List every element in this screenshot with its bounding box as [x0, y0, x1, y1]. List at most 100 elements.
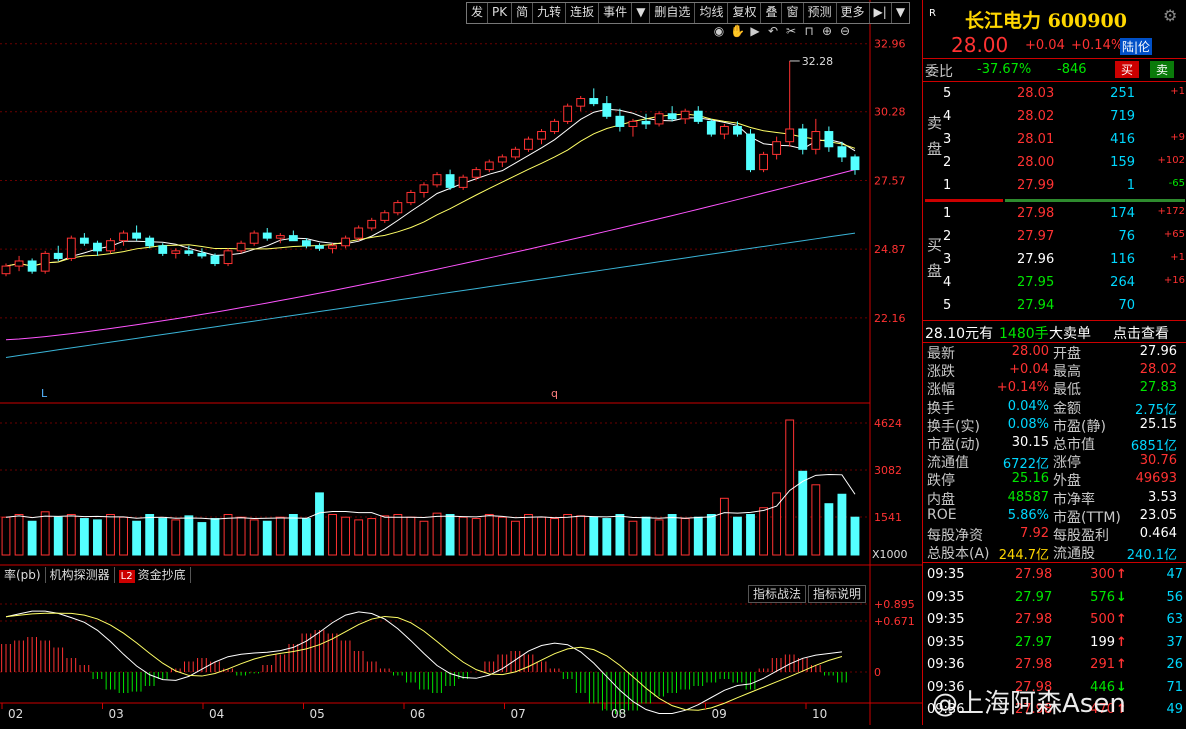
indicator-help-button[interactable]: 指标说明 — [808, 585, 867, 603]
ask-level-row[interactable]: 2 28.00 159 +102 — [943, 152, 1186, 175]
candle-body — [223, 250, 233, 265]
toolbar-item-14[interactable]: ▶| — [870, 3, 892, 23]
bid-level-row[interactable]: 1 27.98 174 +172 — [943, 203, 1186, 226]
toolbar-item-6[interactable]: ▼ — [632, 3, 651, 23]
candle-body — [484, 161, 494, 171]
volume-bar — [406, 516, 416, 556]
ask-volume: 1 — [1126, 178, 1135, 193]
candle-body — [497, 156, 507, 163]
candle-body — [301, 240, 311, 247]
ask-price: 28.02 — [1017, 109, 1055, 124]
toolbar-item-9[interactable]: 复权 — [728, 3, 762, 23]
mark-label: q — [551, 387, 558, 400]
ask-level-row[interactable]: 3 28.01 416 +9 — [943, 129, 1186, 152]
quote-value: 23.05 — [1139, 507, 1177, 523]
toolbar-item-15[interactable]: ▼ — [895, 5, 906, 19]
tab-institution-detector[interactable]: 机构探测器 — [46, 567, 115, 583]
volume-bar — [79, 518, 89, 556]
tick-direction-icon: ↑ — [1116, 702, 1127, 717]
volume-bar — [537, 516, 546, 556]
candle-body — [667, 113, 677, 120]
toolbar-item-10[interactable]: 叠 — [761, 3, 783, 23]
price-change: +0.04 — [1025, 38, 1065, 53]
tick-volume: 470 — [1090, 702, 1115, 717]
candle-body — [249, 232, 259, 244]
volume-bar — [458, 516, 468, 556]
view-details-link[interactable]: 点击查看 — [1113, 326, 1169, 342]
toolbar-item-11[interactable]: 窗 — [782, 3, 804, 23]
tick-count: 71 — [1166, 679, 1183, 695]
toolbar-item-7[interactable]: 删自选 — [650, 3, 696, 23]
toolbar-item-3[interactable]: 九转 — [533, 3, 567, 23]
ask-level-row[interactable]: 5 28.03 251 +1 — [943, 83, 1186, 106]
ask-level-row[interactable]: 1 27.99 1 -65 — [943, 175, 1186, 198]
zoom-in-icon[interactable]: ⊕ — [821, 24, 833, 38]
candle-body — [706, 120, 716, 135]
bid-level: 1 — [943, 206, 952, 221]
sell-side-label: 卖盘 — [927, 114, 943, 158]
mark-label: L — [41, 387, 48, 400]
volume-bar — [184, 515, 194, 556]
tick-price: 27.98 — [1015, 612, 1053, 627]
bid-level-row[interactable]: 2 27.97 76 +65 — [943, 226, 1186, 249]
lock-icon[interactable]: ⊓ — [804, 24, 814, 38]
tab-pb[interactable]: 率(pb) — [0, 567, 46, 583]
volume-bar — [680, 518, 690, 556]
candle-body — [628, 120, 638, 127]
quote-label: 流通股 — [1053, 546, 1095, 563]
buy-button[interactable]: 买 — [1115, 61, 1140, 78]
quote-row: 总股本(A) 244.7亿 流通股 240.1亿 — [923, 543, 1186, 565]
kline-chart[interactable]: 32.96 30.28 27.57 24.87 22.16 32.28 L q 4624 3082… — [0, 0, 922, 725]
hand-icon[interactable]: ✋ — [730, 24, 745, 38]
volume-bar — [484, 514, 494, 556]
candle-body — [850, 156, 860, 171]
price-tick-label: 22.16 — [874, 312, 906, 325]
quote-label: 换手 — [927, 400, 955, 417]
connect-tag[interactable]: 陆|伦 — [1120, 38, 1153, 55]
toolbar-item-0[interactable]: 发 — [467, 3, 489, 23]
candle-body — [236, 242, 246, 252]
toolbar-item-4[interactable]: 连扳 — [566, 3, 600, 23]
tab-capital-bottom[interactable]: L2 资金抄底 — [115, 567, 191, 583]
tick-count: 49 — [1166, 702, 1183, 717]
tab-capital-bottom-label: 资金抄底 — [137, 568, 186, 582]
toolbar-item-8[interactable]: 均线 — [695, 3, 729, 23]
bid-price: 27.98 — [1017, 206, 1055, 221]
bid-level-row[interactable]: 5 27.94 70 — [943, 295, 1186, 318]
candle-body — [171, 250, 181, 254]
toolbar-item-12[interactable]: 预测 — [804, 3, 837, 23]
macd-tick-label: 0 — [874, 666, 881, 679]
scissors-icon[interactable]: ✂ — [785, 24, 797, 38]
toolbar-item-2[interactable]: 简 — [512, 3, 534, 23]
bid-change: +16 — [1163, 275, 1185, 286]
bid-level: 2 — [943, 229, 952, 244]
undo-icon[interactable]: ↶ — [767, 24, 779, 38]
volume-bar — [275, 516, 285, 556]
quote-label: 市盈(静) — [1053, 418, 1106, 435]
ask-level-row[interactable]: 4 28.02 719 — [943, 106, 1186, 129]
tick-price: 27.98 — [1015, 657, 1053, 672]
toolbar-item-1[interactable]: PK — [488, 3, 513, 23]
toolbar-item-13[interactable]: 更多 — [837, 3, 870, 23]
eye-icon[interactable]: ◉ — [713, 24, 725, 38]
candle-body — [93, 242, 102, 252]
bid-level: 4 — [943, 275, 952, 290]
quote-value: 49693 — [1135, 471, 1177, 487]
toolbar-item-5[interactable]: 事件 — [599, 3, 633, 23]
bid-volume: 76 — [1118, 229, 1135, 244]
indicator-tabs: 率(pb) 机构探测器 L2 资金抄底 — [0, 567, 191, 583]
tick-time: 09:35 — [927, 634, 965, 650]
indicator-strategy-button[interactable]: 指标战法 — [748, 585, 807, 603]
bid-level-row[interactable]: 4 27.95 264 +16 — [943, 272, 1186, 295]
bid-level-row[interactable]: 3 27.96 116 +1 — [943, 249, 1186, 272]
volume-bar — [158, 518, 168, 556]
play-icon[interactable]: ▶ — [750, 24, 760, 38]
chart-icon-bar: ◉ ✋ ▶ ↶ ✂ ⊓ ⊕ ⊖ — [712, 24, 852, 38]
sell-button[interactable]: 卖 — [1150, 61, 1175, 78]
quote-label: 跌停 — [927, 473, 955, 490]
quote-label: 金额 — [1053, 400, 1081, 417]
candle-body — [210, 255, 220, 265]
gear-icon[interactable]: ⚙ — [1163, 6, 1178, 25]
zoom-out-icon[interactable]: ⊖ — [839, 24, 851, 38]
